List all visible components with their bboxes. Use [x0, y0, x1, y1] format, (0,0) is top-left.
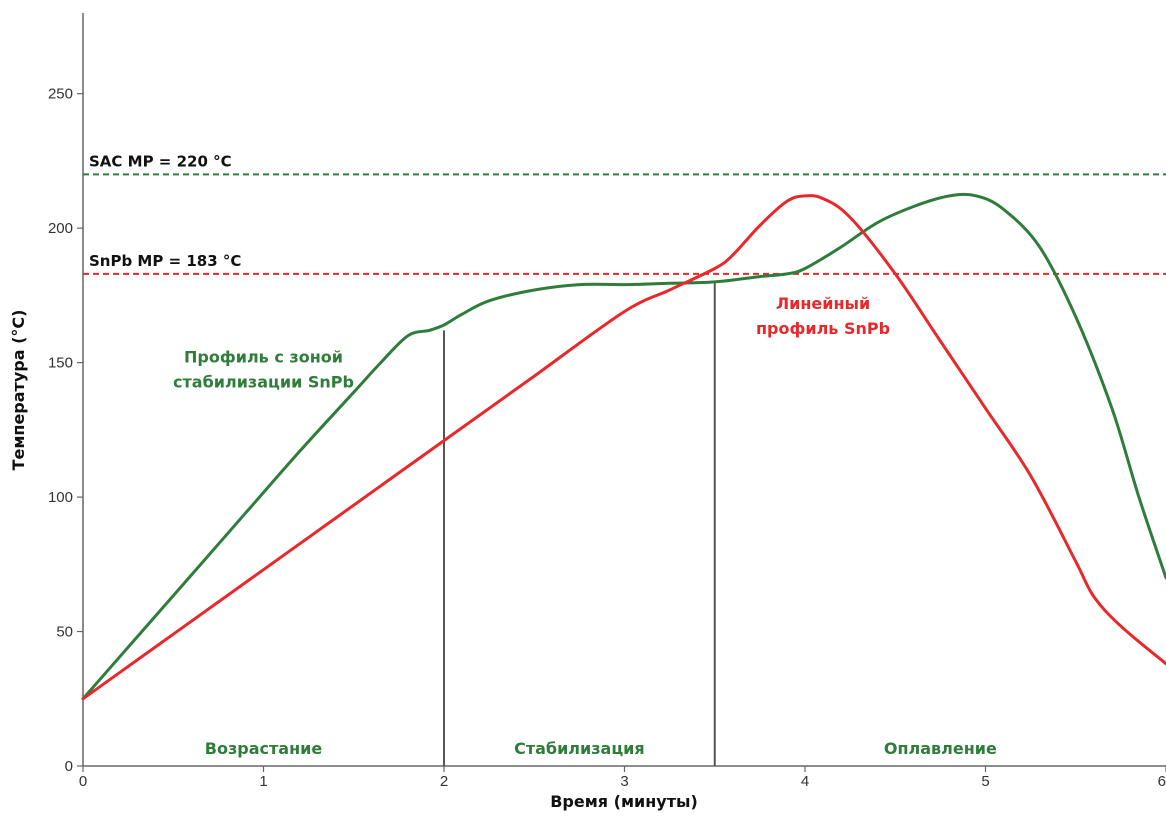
annotation-linear: Линейный профиль SnPb — [756, 294, 890, 338]
series-lines — [81, 192, 1166, 701]
annotation-line: Профиль с зоной — [184, 348, 343, 367]
zone-label: Оплавление — [884, 739, 997, 758]
x-tick-label: 3 — [620, 773, 628, 790]
y-tick-label: 50 — [56, 624, 73, 641]
x-tick-label: 0 — [79, 773, 87, 790]
zone-label: Стабилизация — [514, 739, 645, 758]
annotation-line: стабилизации SnPb — [173, 373, 354, 392]
y-tick-label: 200 — [48, 220, 73, 237]
zone-label: Возрастание — [205, 739, 323, 758]
series-line-soak — [81, 192, 1166, 701]
x-tick-label: 6 — [1158, 773, 1166, 790]
x-tick-label: 2 — [440, 773, 448, 790]
zone-labels: Возрастание Стабилизация Оплавление — [205, 739, 997, 758]
tick-labels: 0 50 100 150 200 250 0 1 2 3 4 5 6 — [48, 86, 1166, 790]
x-tick-label: 4 — [801, 773, 809, 790]
y-tick-label: 250 — [48, 86, 73, 103]
reference-line-label: SnPb MP = 183 °C — [89, 252, 241, 270]
y-tick-label: 0 — [65, 758, 73, 775]
zone-dividers — [443, 281, 716, 766]
y-tick-label: 100 — [48, 489, 73, 506]
annotation-line: профиль SnPb — [756, 319, 890, 338]
series-annotations: Профиль с зоной стабилизации SnPb Линейный… — [173, 294, 890, 392]
x-tick-label: 1 — [259, 773, 267, 790]
reference-lines: SAC MP = 220 °C SnPb MP = 183 °C — [83, 152, 1166, 275]
axes — [77, 13, 1166, 772]
series-line-linear — [81, 194, 1166, 701]
annotation-soak: Профиль с зоной стабилизации SnPb — [173, 348, 354, 392]
x-axis-title: Время (минуты) — [550, 792, 698, 811]
reference-line-label: SAC MP = 220 °C — [89, 152, 232, 170]
y-tick-label: 150 — [48, 355, 73, 372]
x-tick-label: 5 — [981, 773, 989, 790]
y-axis-title: Температура (°C) — [9, 310, 28, 471]
annotation-line: Линейный — [776, 294, 870, 313]
